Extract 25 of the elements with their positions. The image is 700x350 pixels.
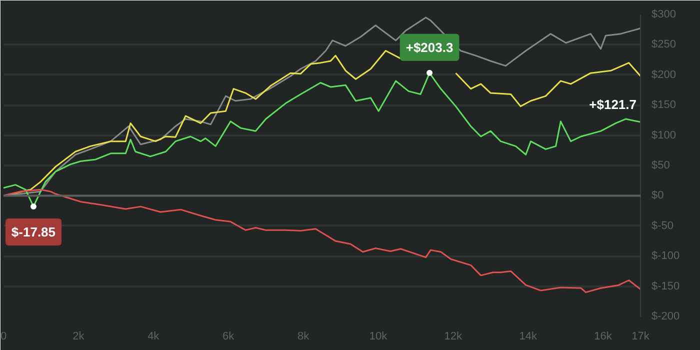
line-series	[4, 188, 640, 294]
x-tick-label: 0	[0, 330, 7, 342]
y-tick-label: $300	[652, 8, 676, 20]
x-tick-label: 2k	[72, 330, 85, 342]
y-tick-label: $150	[652, 99, 676, 112]
annotation: +$121.7	[589, 97, 637, 112]
y-tick-label: $50	[652, 160, 670, 172]
y-tick-label: $200	[652, 68, 676, 81]
x-tick-label: 10k	[369, 330, 388, 342]
annotation: +$203.3	[406, 40, 454, 55]
y-tick-label: $0	[652, 190, 664, 202]
y-tick-label: $-50	[652, 220, 674, 232]
y-tick-label: $-150	[652, 280, 680, 292]
x-tick-label: 8k	[297, 330, 310, 342]
x-tick-label: 17k	[632, 330, 650, 342]
x-tick-label: 6k	[222, 330, 235, 342]
y-tick-label: $100	[652, 129, 676, 142]
x-tick-label: 14k	[519, 330, 538, 342]
x-tick-label: 4k	[148, 330, 160, 342]
annotation: $-17.85	[11, 224, 56, 240]
x-tick-label: 12k	[444, 330, 463, 342]
y-tick-label: $-200	[652, 310, 680, 322]
x-tick-label: 16k	[594, 330, 612, 342]
y-tick-label: $250	[652, 38, 676, 51]
y-tick-label: $-100	[652, 250, 680, 262]
